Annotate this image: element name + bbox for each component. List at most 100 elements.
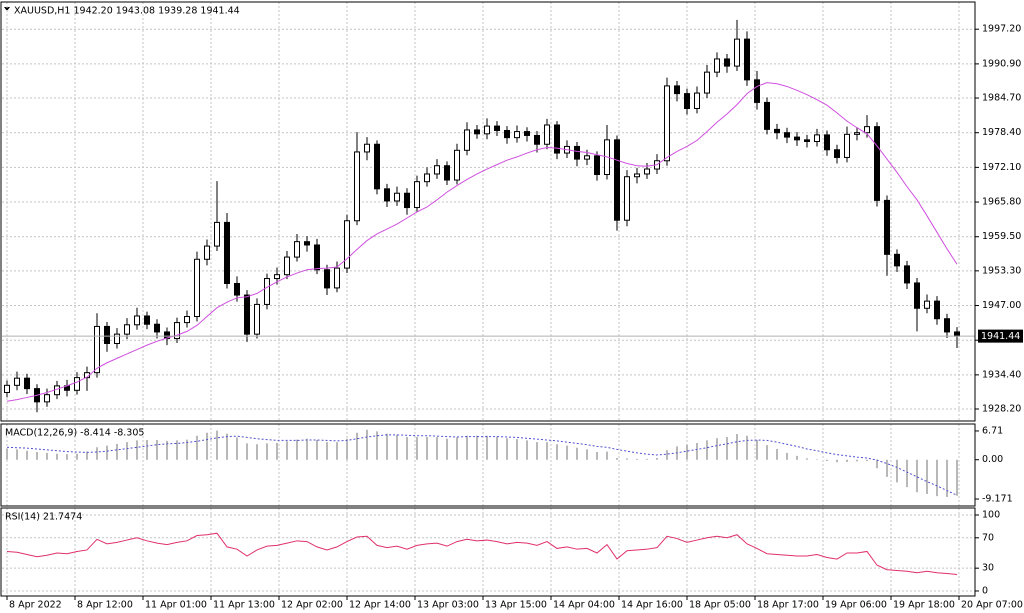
panel-title: MACD(12,26,9) -8.414 -8.305 [5,428,144,439]
y-tick-label: 100 [982,509,1000,520]
candle-body [694,92,700,109]
candle-body [394,192,400,202]
y-tick-label: 1965.80 [982,197,1021,208]
candle-body [794,136,800,141]
candle-body [554,124,560,154]
candle-body [844,133,850,158]
candle-body [104,325,110,344]
y-tick-label: 1990.90 [982,58,1021,69]
candle-body [264,278,270,305]
candle-body [714,58,720,73]
candle-body [734,38,740,67]
candle-body [4,384,10,393]
x-tick-label: 11 Apr 13:00 [213,600,275,611]
x-tick-label: 12 Apr 14:00 [349,600,411,611]
x-tick-label: 14 Apr 04:00 [553,600,615,611]
y-tick-label: 1972.10 [982,162,1021,173]
candle-body [684,93,690,109]
candle-body [444,165,450,181]
candle-body [364,143,370,153]
x-tick-label: 18 Apr 17:00 [757,600,819,611]
candle-body [904,265,910,284]
panel-frame [0,1,976,422]
candle-body [774,128,780,134]
candle-body [574,145,580,160]
y-tick-label: -9.171 [982,494,1013,505]
x-tick-label: 13 Apr 15:00 [485,600,547,611]
candle-body [134,315,140,326]
last-price-label: 1941.44 [981,331,1020,342]
candle-body [924,300,930,309]
candle-body [664,85,670,162]
candle-body [534,134,540,145]
y-tick-label: 1997.20 [982,24,1021,35]
y-tick-label: 0.00 [982,454,1003,465]
candle-body [124,324,130,335]
candle-body [524,131,530,136]
candle-body [464,129,470,151]
candle-body [804,139,810,142]
y-tick-label: 1959.50 [982,231,1021,242]
candle-body [174,322,180,340]
candle-body [744,38,750,81]
candle-body [704,71,710,94]
candle-body [154,323,160,333]
symbol-menu-arrow[interactable] [4,7,10,11]
panel-frame [0,423,976,507]
x-tick-label: 11 Apr 01:00 [145,600,207,611]
y-tick-label: 30 [982,563,994,574]
candle-body [594,155,600,176]
candle-body [494,125,500,131]
candle-body [314,244,320,271]
y-tick-label: 1947.00 [982,300,1021,311]
candle-body [164,331,170,340]
candle-body [914,282,920,309]
candle-body [824,134,830,151]
candle-body [414,181,420,209]
moving-average [6,82,958,402]
candle-body [214,221,220,247]
candle-body [954,331,960,337]
x-tick-label: 18 Apr 05:00 [689,600,751,611]
candle-body [454,149,460,181]
candle-body [184,316,190,324]
y-tick-label: 6.71 [982,425,1003,436]
candle-body [624,176,630,221]
candle-body [294,241,300,258]
x-tick-label: 13 Apr 03:00 [417,600,479,611]
candle-body [374,143,380,190]
candle-body [204,245,210,260]
candle-body [884,199,890,255]
candle-body [224,221,230,285]
candle-body [344,220,350,269]
last-price-box [978,329,1023,343]
candle-body [284,256,290,276]
candle-body [94,325,100,374]
candle-body [674,85,680,95]
candle-body [14,377,20,386]
y-tick-label: 0 [982,585,988,596]
candle-body [944,318,950,333]
candle-body [324,269,330,289]
candle-body [484,125,490,135]
y-tick-label: 1934.40 [982,369,1021,380]
candle-body [724,58,730,67]
candle-body [584,155,590,160]
candle-body [834,149,840,158]
x-tick-label: 12 Apr 02:00 [281,600,343,611]
x-tick-label: 8 Apr 2022 [9,600,62,611]
candle-body [544,124,550,145]
y-tick-label: 70 [982,532,994,543]
candle-body [764,101,770,130]
x-tick-label: 19 Apr 18:00 [893,600,955,611]
macd-signal [6,434,958,496]
candle-body [194,258,200,318]
y-tick-label: 1928.20 [982,403,1021,414]
candle-body [304,241,310,246]
candle-body [334,267,340,289]
candle-body [854,132,860,135]
candle-body [874,126,880,201]
y-tick-label: 1953.30 [982,265,1021,276]
candle-body [634,173,640,178]
candle-body [384,188,390,202]
